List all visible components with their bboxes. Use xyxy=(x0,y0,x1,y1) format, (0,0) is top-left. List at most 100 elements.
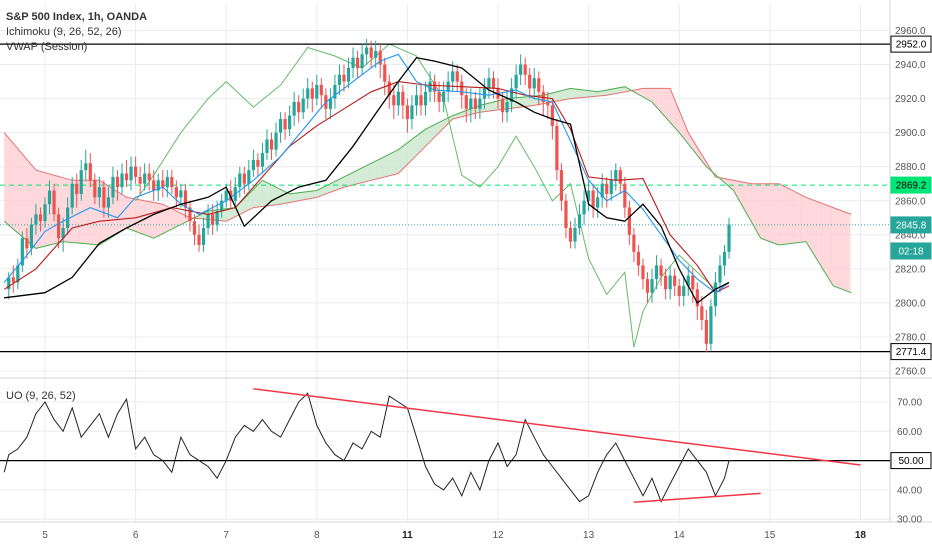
ichimoku-cloud-segment xyxy=(428,126,431,144)
candle-body xyxy=(614,170,618,181)
candle-body xyxy=(664,275,668,290)
ichimoku-cloud-segment xyxy=(674,99,677,130)
time-tick-label: 6 xyxy=(133,530,139,541)
ichimoku-cloud-segment xyxy=(201,213,204,220)
ichimoku-cloud-segment xyxy=(89,180,92,245)
candle-body xyxy=(645,279,650,293)
price-badge-box xyxy=(890,216,932,234)
ichimoku-cloud-segment xyxy=(671,90,673,126)
candle-body xyxy=(174,187,178,198)
ichimoku-cloud-segment xyxy=(312,190,315,199)
ichimoku-cloud-segment xyxy=(553,92,556,102)
ichimoku-cloud-segment xyxy=(181,213,184,225)
ichimoku-cloud-segment xyxy=(306,191,309,200)
candle-body xyxy=(34,214,38,225)
ichimoku-cloud-segment xyxy=(323,186,325,195)
osc-tick-label: 60.00 xyxy=(897,427,922,438)
ichimoku-cloud-segment xyxy=(386,154,389,177)
candle-body xyxy=(93,180,97,198)
candle-body xyxy=(20,238,24,266)
ichimoku-cloud-segment xyxy=(328,183,331,193)
candle-body xyxy=(265,139,269,154)
ichimoku-cloud-segment xyxy=(598,91,601,96)
ichimoku-cloud-segment xyxy=(623,86,626,92)
price-legend: S&P 500 Index, 1h, OANDA Ichimoku (9, 26… xyxy=(6,10,147,55)
ichimoku-cloud-segment xyxy=(417,134,420,155)
price-badge-box xyxy=(890,35,932,53)
ichimoku-cloud-segment xyxy=(602,90,605,96)
ichimoku-cloud-segment xyxy=(401,146,403,171)
vwap-label[interactable]: VWAP (Session) xyxy=(6,41,88,53)
ichimoku-cloud-segment xyxy=(613,88,615,95)
ichimoku-cloud-segment xyxy=(227,208,229,221)
ichimoku-cloud-segment xyxy=(498,100,501,110)
ichimoku-cloud-segment xyxy=(276,187,278,205)
candle-body xyxy=(102,187,106,208)
uo-label[interactable]: UO (9, 26, 52) xyxy=(6,390,76,402)
ichimoku-cloud-segment xyxy=(225,208,228,222)
candle-body xyxy=(156,180,160,191)
ichimoku-cloud-segment xyxy=(259,181,262,207)
ichimoku-cloud-segment xyxy=(647,88,650,101)
ichimoku-cloud-segment xyxy=(16,147,19,234)
ichimoku-cloud-segment xyxy=(301,192,304,201)
ichimoku-cloud-segment xyxy=(643,88,646,99)
candle-body xyxy=(7,277,11,290)
ichimoku-cloud-segment xyxy=(607,89,610,96)
ichimoku-cloud-segment xyxy=(91,180,94,245)
ichimoku-cloud-segment xyxy=(424,128,427,148)
ichimoku-cloud-segment xyxy=(486,103,489,112)
candle-body xyxy=(718,265,722,283)
ichimoku-cloud-segment xyxy=(658,88,661,112)
ichimoku-cloud-segment xyxy=(819,202,822,267)
ichimoku-cloud-segment xyxy=(642,88,644,98)
ichimoku-label[interactable]: Ichimoku (9, 26, 52, 26) xyxy=(6,26,122,38)
price-badge-box xyxy=(890,343,932,361)
candle-body xyxy=(650,279,654,293)
symbol-title[interactable]: S&P 500 Index, 1h, OANDA xyxy=(6,11,148,23)
ichimoku-cloud-segment xyxy=(350,172,353,186)
ichimoku-cloud-segment xyxy=(78,180,81,244)
ichimoku-cloud-segment xyxy=(141,200,144,235)
ichimoku-cloud-segment xyxy=(651,88,653,104)
price-badge-box xyxy=(890,242,932,260)
candle-body xyxy=(360,54,364,68)
ichimoku-cloud-segment xyxy=(491,102,494,111)
ichimoku-cloud-segment xyxy=(268,183,271,206)
ichimoku-cloud-segment xyxy=(526,96,528,107)
ichimoku-cloud-segment xyxy=(805,196,807,244)
candle-body xyxy=(170,176,174,188)
ichimoku-cloud-segment xyxy=(529,96,532,106)
ichimoku-cloud-segment xyxy=(266,182,269,206)
candle-body xyxy=(215,210,219,225)
ichimoku-cloud-segment xyxy=(319,188,322,197)
candle-body xyxy=(423,91,428,106)
ichimoku-cloud-segment xyxy=(837,209,840,289)
ichimoku-span-b-line xyxy=(3,87,852,222)
candle-body xyxy=(134,166,138,177)
ichimoku-cloud-segment xyxy=(759,183,762,239)
ichimoku-cloud-segment xyxy=(245,195,248,212)
candle-body xyxy=(11,277,15,283)
ichimoku-cloud-segment xyxy=(404,143,407,168)
ichimoku-cloud-segment xyxy=(776,183,778,245)
candle-body xyxy=(79,170,83,194)
ichimoku-cloud-segment xyxy=(388,153,391,177)
candle-body xyxy=(677,285,681,297)
candle-body xyxy=(682,285,686,297)
price-tick-label: 2820.0 xyxy=(895,264,926,275)
candle-body xyxy=(722,251,727,266)
ichimoku-chikou-line xyxy=(135,43,716,348)
ichimoku-cloud-segment xyxy=(535,95,537,106)
ichimoku-cloud-segment xyxy=(143,200,146,236)
ichimoku-cloud-segment xyxy=(366,164,369,182)
ichimoku-cloud-segment xyxy=(611,88,614,95)
ichimoku-cloud-segment xyxy=(406,142,409,166)
candle-body xyxy=(197,234,201,246)
candle-body xyxy=(596,197,600,208)
candle-body xyxy=(659,265,663,276)
price-badge-box xyxy=(890,176,932,194)
candle-body xyxy=(550,105,554,126)
osc-tick-label: 30.00 xyxy=(897,515,922,526)
